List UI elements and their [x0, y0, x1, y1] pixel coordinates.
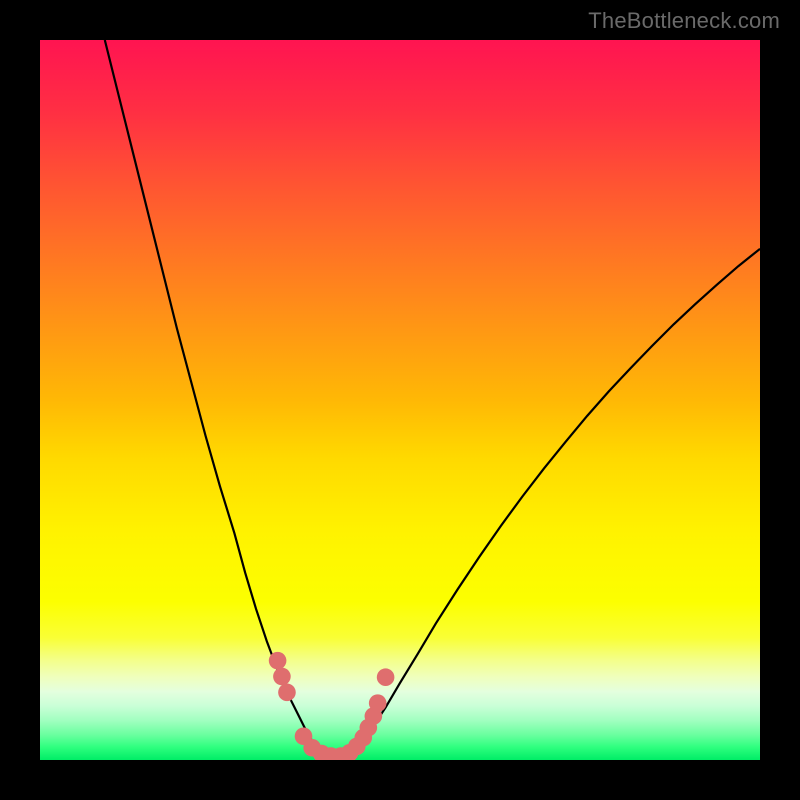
curve-right-arm — [335, 249, 760, 759]
curve-left-arm — [105, 40, 335, 759]
watermark-text: TheBottleneck.com — [588, 8, 780, 34]
data-marker — [377, 668, 395, 686]
curve-layer — [40, 40, 760, 760]
plot-area — [40, 40, 760, 760]
chart-container: TheBottleneck.com — [0, 0, 800, 800]
data-marker — [269, 652, 287, 670]
data-markers — [269, 652, 395, 760]
data-marker — [369, 694, 387, 712]
data-marker — [273, 668, 291, 686]
data-marker — [278, 684, 296, 702]
